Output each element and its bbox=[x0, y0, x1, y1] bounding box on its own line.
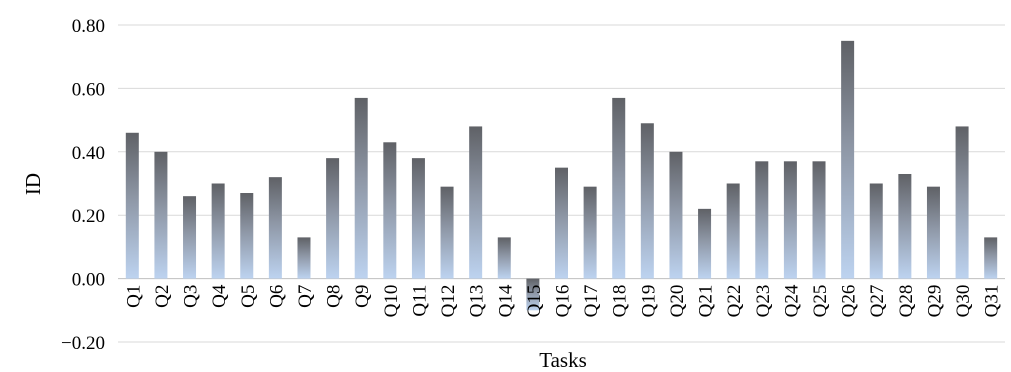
x-tick-label: Q19 bbox=[638, 285, 659, 318]
bar-q17 bbox=[584, 187, 597, 279]
x-tick-label: Q20 bbox=[667, 285, 688, 318]
bar-q3 bbox=[183, 196, 196, 278]
bar-q6 bbox=[269, 177, 282, 278]
x-tick-label: Q2 bbox=[152, 285, 173, 308]
x-tick-label: Q6 bbox=[266, 285, 287, 308]
bar-q7 bbox=[297, 237, 310, 278]
x-tick-label: Q14 bbox=[495, 284, 516, 317]
bar-q21 bbox=[698, 209, 711, 279]
bar-q8 bbox=[326, 158, 339, 278]
x-tick-label: Q25 bbox=[810, 285, 831, 318]
x-tick-label: Q9 bbox=[352, 285, 373, 308]
x-tick-label: Q5 bbox=[238, 285, 259, 308]
x-tick-label: Q29 bbox=[924, 285, 945, 318]
x-tick-label: Q24 bbox=[781, 284, 802, 317]
x-tick-label: Q8 bbox=[324, 285, 345, 308]
y-tick-label: 0.40 bbox=[72, 143, 105, 164]
x-tick-label: Q3 bbox=[181, 285, 202, 308]
x-tick-label: Q15 bbox=[524, 285, 545, 318]
y-tick-label: 0.20 bbox=[72, 206, 105, 227]
x-tick-label: Q7 bbox=[295, 285, 316, 308]
bar-q18 bbox=[612, 98, 625, 279]
bar-q22 bbox=[727, 184, 740, 279]
bar-q27 bbox=[870, 184, 883, 279]
bar-q13 bbox=[469, 126, 482, 278]
bar-q26 bbox=[841, 41, 854, 279]
x-tick-label: Q16 bbox=[553, 285, 574, 318]
bar-q24 bbox=[784, 161, 797, 278]
y-tick-label: −0.20 bbox=[61, 333, 105, 354]
bar-q20 bbox=[669, 152, 682, 279]
bar-q4 bbox=[212, 184, 225, 279]
bar-q14 bbox=[498, 237, 511, 278]
bar-q2 bbox=[154, 152, 167, 279]
x-tick-label: Q31 bbox=[982, 285, 1003, 318]
bar-q19 bbox=[641, 123, 654, 278]
bar-q10 bbox=[383, 142, 396, 278]
x-tick-label: Q28 bbox=[896, 285, 917, 318]
x-tick-label: Q13 bbox=[467, 285, 488, 318]
bar-q16 bbox=[555, 168, 568, 279]
x-axis-ticks: Q1 Q2 Q3 Q4 Q5 Q6 Q7 Q8 Q9 Q10 Q11 Q12 Q13 Q14 Q15 Q16 Q… bbox=[123, 284, 1002, 317]
bar-q28 bbox=[898, 174, 911, 279]
y-tick-label: 0.00 bbox=[72, 270, 105, 291]
bar-q31 bbox=[984, 237, 997, 278]
x-tick-label: Q12 bbox=[438, 285, 459, 318]
x-tick-label: Q4 bbox=[209, 284, 230, 308]
bar-q29 bbox=[927, 187, 940, 279]
bar-q23 bbox=[755, 161, 768, 278]
y-axis-title: ID bbox=[21, 173, 45, 195]
x-tick-label: Q23 bbox=[753, 285, 774, 318]
bar-q11 bbox=[412, 158, 425, 278]
y-axis-ticks: 0.80 0.60 0.40 0.20 0.00 −0.20 bbox=[61, 16, 105, 354]
x-tick-label: Q11 bbox=[409, 285, 430, 317]
bar-q9 bbox=[355, 98, 368, 279]
x-tick-label: Q10 bbox=[381, 285, 402, 318]
x-tick-label: Q21 bbox=[696, 285, 717, 318]
x-tick-label: Q30 bbox=[953, 285, 974, 318]
x-tick-label: Q17 bbox=[581, 285, 602, 318]
bar-q25 bbox=[813, 161, 826, 278]
bar-q1 bbox=[126, 133, 139, 279]
bar-q12 bbox=[441, 187, 454, 279]
x-axis-title: Tasks bbox=[539, 348, 587, 372]
x-tick-label: Q22 bbox=[724, 285, 745, 318]
x-tick-label: Q26 bbox=[839, 285, 860, 318]
bar-q5 bbox=[240, 193, 253, 279]
bars bbox=[126, 41, 997, 310]
y-tick-label: 0.80 bbox=[72, 16, 105, 37]
x-tick-label: Q18 bbox=[610, 285, 631, 318]
bar-q30 bbox=[956, 126, 969, 278]
x-tick-label: Q1 bbox=[123, 285, 144, 308]
y-tick-label: 0.60 bbox=[72, 79, 105, 100]
x-tick-label: Q27 bbox=[867, 285, 888, 318]
